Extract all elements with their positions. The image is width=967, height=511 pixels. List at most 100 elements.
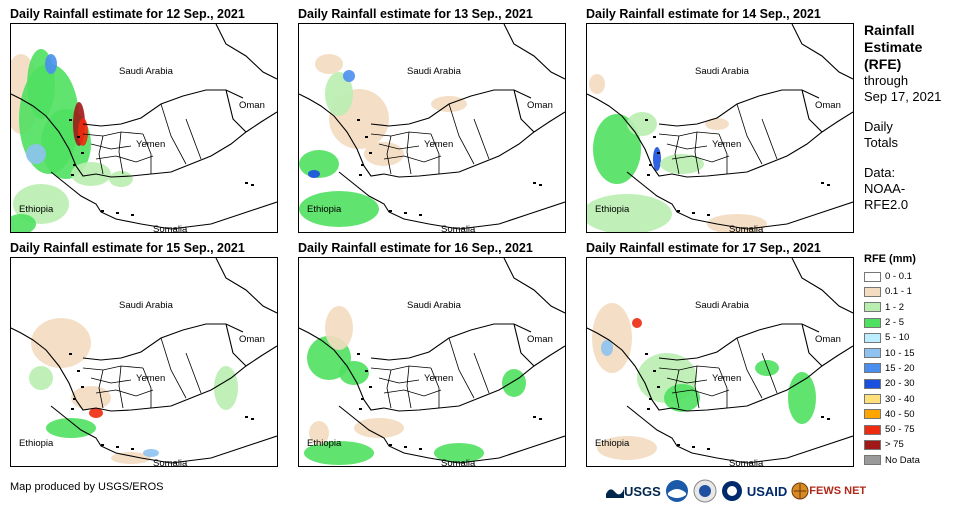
- rainfall-patch: [13, 184, 69, 224]
- island-mark: [69, 353, 72, 355]
- governorate-boundary: [383, 389, 442, 397]
- island-mark: [649, 164, 652, 166]
- rainfall-patch: [707, 214, 767, 232]
- usaid-seal-icon: [721, 481, 742, 501]
- rainfall-patch: [26, 144, 46, 164]
- governorate-boundary: [674, 369, 680, 409]
- rainfall-patch: [143, 449, 159, 457]
- governorate-boundary: [90, 377, 132, 384]
- usgs-logo-text: USGS: [624, 483, 661, 499]
- boundary-line: [50, 171, 277, 230]
- rainfall-patch: [632, 318, 642, 328]
- legend-label: No Data: [885, 454, 920, 466]
- legend-swatch: [864, 363, 881, 374]
- governorate-boundary: [185, 118, 202, 160]
- governorate-boundary: [671, 155, 730, 163]
- legend-label: 0 - 0.1: [885, 271, 912, 283]
- governorate-boundary: [473, 352, 490, 394]
- island-mark: [369, 152, 372, 154]
- island-mark: [707, 448, 710, 450]
- governorate-boundary: [761, 118, 778, 160]
- rainfall-patch: [705, 118, 729, 130]
- rainfall-patch: [308, 170, 320, 178]
- map-label-ethiopia: Ethiopia: [307, 438, 342, 449]
- legend-swatch: [864, 302, 881, 313]
- map-canvas: [587, 24, 853, 232]
- governorate-boundary: [378, 377, 420, 384]
- governorate-boundary: [95, 155, 154, 163]
- island-mark: [389, 210, 392, 212]
- island-mark: [821, 416, 824, 418]
- island-mark: [131, 214, 134, 216]
- map-label-saudi: Saudi Arabia: [695, 66, 749, 77]
- legend-swatch: [864, 332, 881, 343]
- legend-item: 15 - 20: [864, 361, 964, 376]
- island-mark: [707, 214, 710, 216]
- map-credit: Map produced by USGS/EROS: [10, 481, 164, 493]
- rainfall-patch: [587, 194, 672, 232]
- island-mark: [357, 119, 360, 121]
- governorate-boundary: [674, 135, 680, 175]
- island-mark: [649, 398, 652, 400]
- legend-header: Rainfall Estimate (RFE) through Sep 17, …: [864, 22, 964, 213]
- map-label-yemen: Yemen: [136, 373, 166, 384]
- map-label-somalia: Somalia: [729, 224, 764, 233]
- island-mark: [361, 164, 364, 166]
- boundary-line: [338, 171, 565, 230]
- rainfall-patch: [788, 372, 816, 424]
- island-mark: [657, 386, 660, 388]
- governorate-boundary: [386, 135, 392, 175]
- map-canvas: [587, 258, 853, 464]
- usaid-logo: USAID: [747, 484, 787, 499]
- map-label-yemen: Yemen: [424, 373, 454, 384]
- rainfall-patch: [309, 421, 329, 445]
- map-label-somalia: Somalia: [153, 458, 188, 467]
- governorate-boundary: [142, 133, 152, 174]
- map-label-yemen: Yemen: [136, 139, 166, 150]
- rainfall-patch: [31, 318, 91, 368]
- island-mark: [827, 418, 830, 420]
- rainfall-patch: [592, 303, 632, 373]
- boundary-line: [82, 89, 244, 127]
- governorate-boundary: [378, 143, 420, 150]
- boundary-line: [791, 24, 853, 80]
- legend-item: 2 - 5: [864, 315, 964, 330]
- legend-label: 30 - 40: [885, 393, 915, 405]
- boundary-line: [338, 405, 565, 464]
- legend-item: > 75: [864, 437, 964, 452]
- governorate-boundary: [386, 369, 392, 409]
- side-title-rfe: (RFE): [864, 56, 902, 72]
- island-mark: [81, 152, 84, 154]
- island-mark: [653, 136, 656, 138]
- island-mark: [251, 184, 254, 186]
- boundary-line: [299, 93, 565, 178]
- governorate-boundary: [370, 365, 432, 371]
- island-mark: [357, 353, 360, 355]
- governorate-boundary: [406, 365, 412, 409]
- governorate-boundary: [118, 365, 124, 409]
- boundary-line: [801, 323, 823, 367]
- governorate-boundary: [95, 389, 154, 397]
- map-label-yemen: Yemen: [712, 139, 742, 150]
- island-mark: [419, 448, 422, 450]
- panel-title-5: Daily Rainfall estimate for 16 Sep., 202…: [298, 241, 533, 255]
- rainfall-patch: [325, 306, 353, 350]
- usaid-logo-text: USAID: [746, 483, 788, 499]
- governorate-boundary: [761, 352, 778, 394]
- governorate-boundary: [666, 377, 708, 384]
- rainfall-patch: [339, 361, 369, 385]
- governorate-boundary: [142, 367, 152, 408]
- rainfall-patch: [755, 360, 779, 376]
- island-mark: [533, 182, 536, 184]
- legend-label: 1 - 2: [885, 301, 905, 313]
- island-mark: [533, 416, 536, 418]
- boundary-line: [370, 323, 532, 361]
- legend-swatch: [864, 409, 881, 420]
- legend-swatch: [864, 348, 881, 359]
- governorate-boundary: [160, 103, 187, 165]
- side-title-rainfall: Rainfall: [864, 22, 915, 38]
- rainfall-patch: [653, 147, 661, 171]
- island-mark: [365, 370, 368, 372]
- rainfall-patch: [11, 214, 36, 232]
- usgs-wave-icon: [606, 489, 624, 498]
